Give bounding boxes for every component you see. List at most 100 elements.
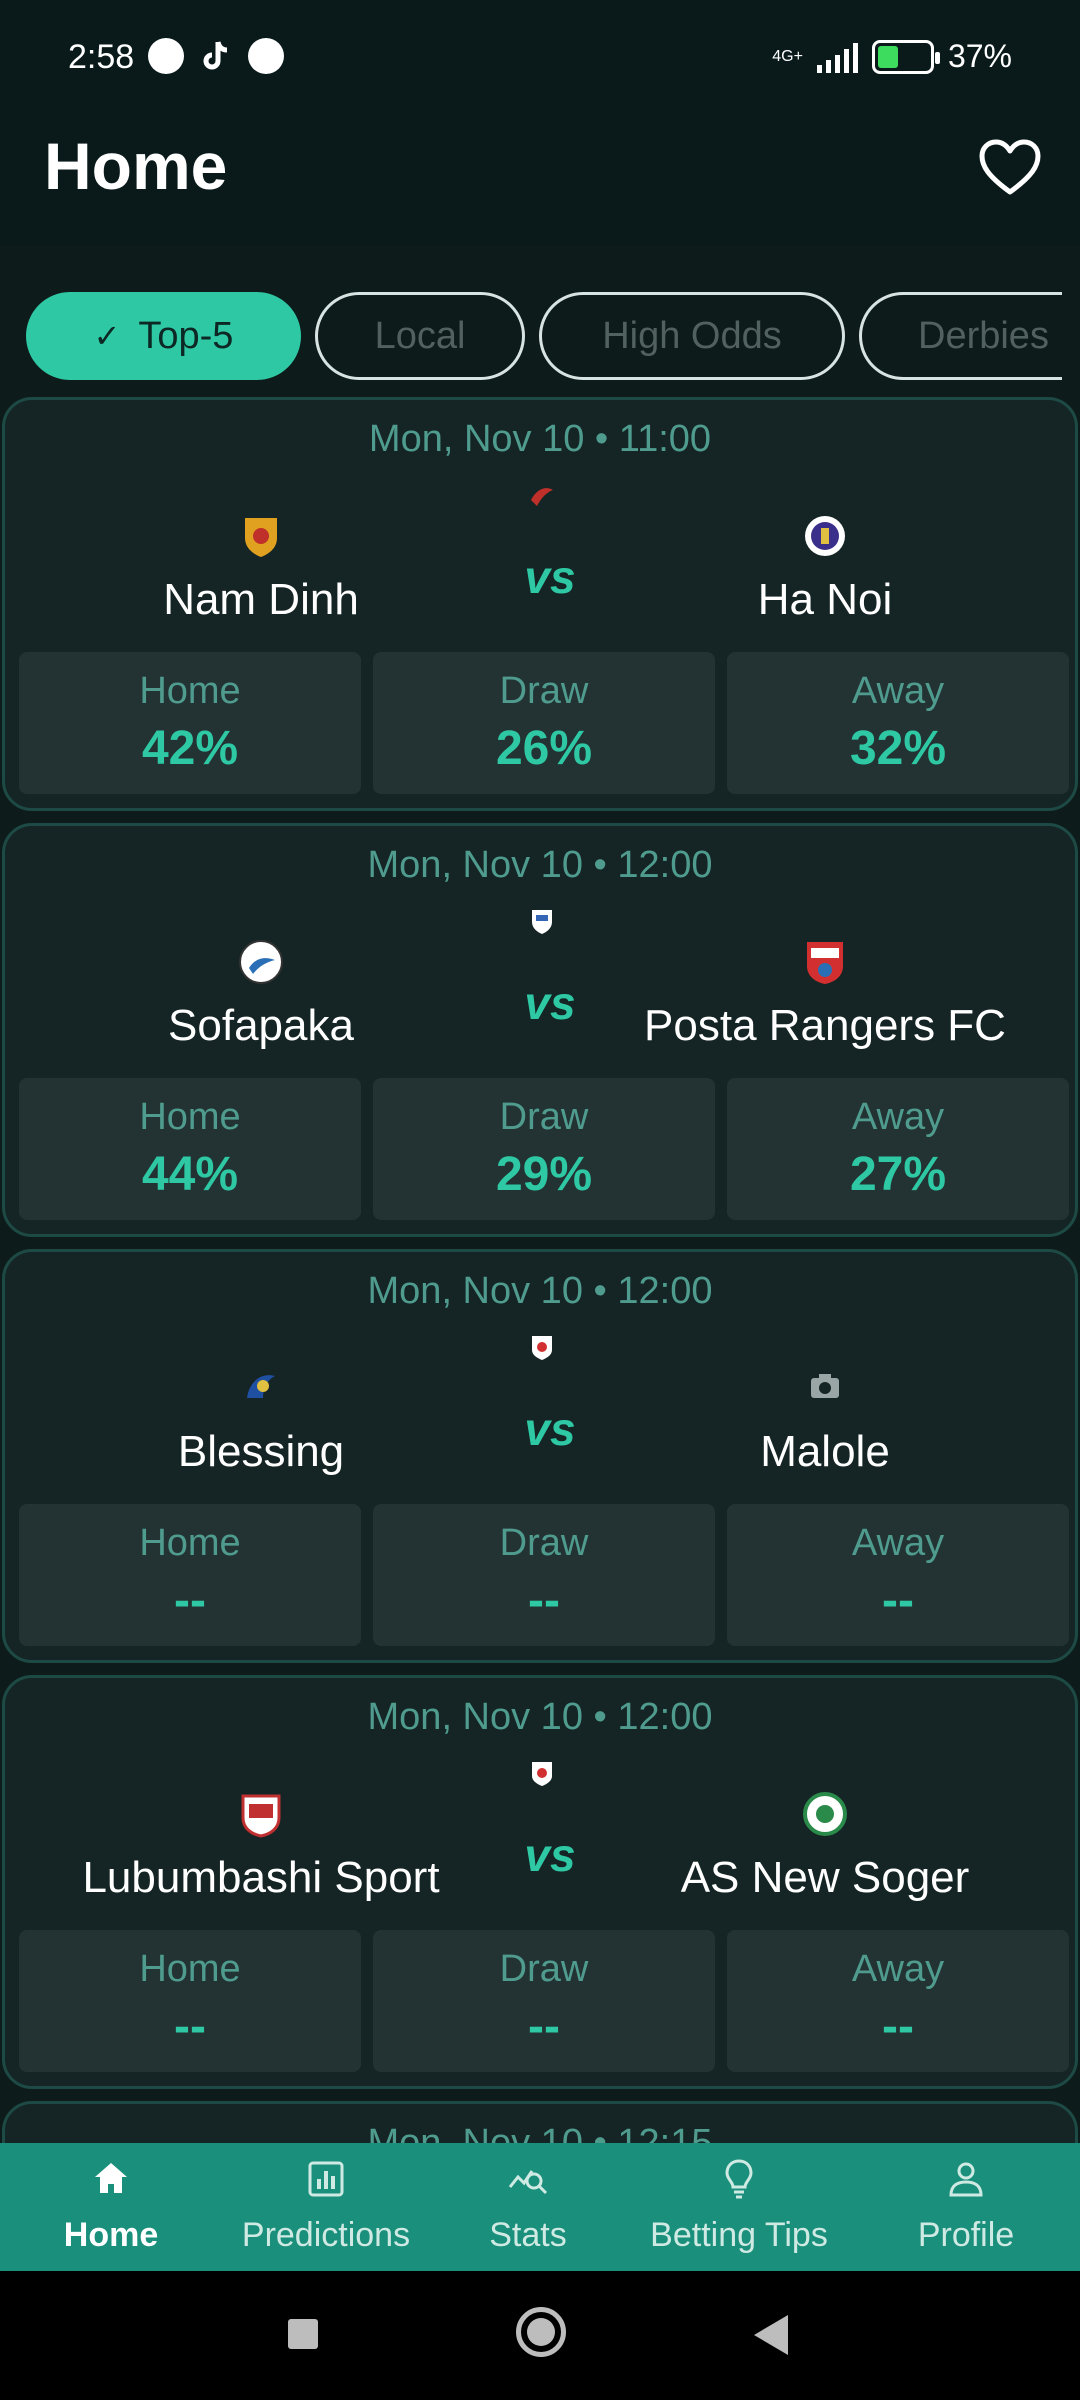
team-crest-icon (239, 940, 283, 984)
home-team[interactable]: Nam Dinh (11, 512, 511, 625)
odds-row: Home 44% Draw 29% Away 27% (19, 1078, 1069, 1220)
home-odds-box[interactable]: Home -- (19, 1504, 361, 1646)
nav-betting-tips[interactable]: Betting Tips (626, 2143, 852, 2271)
draw-percent: -- (528, 2000, 560, 2053)
battery-icon (871, 39, 940, 74)
league-logo-icon (532, 910, 552, 934)
network-type: 4G+ (772, 47, 803, 65)
vs-label: vs (524, 551, 576, 603)
away-team-name: Ha Noi (757, 575, 893, 624)
match-card[interactable]: Mon, Nov 10 • 12:00 Blessing vs Malole H… (2, 1249, 1078, 1663)
draw-percent: 29% (495, 1148, 593, 1201)
match-card[interactable]: Mon, Nov 10 • 12:15 (2, 2101, 1078, 2143)
vs-label: vs (524, 1829, 576, 1881)
match-card[interactable]: Mon, Nov 10 • 12:00 Sofapaka vs Posta Ra… (2, 823, 1078, 1237)
chip-top-5[interactable]: ✓ Top-5 (26, 292, 301, 380)
away-win-percent: -- (882, 1574, 914, 1627)
away-odds-box[interactable]: Away 32% (727, 652, 1069, 794)
match-date: Mon, Nov 10 • 12:00 (367, 1270, 713, 1312)
home-team[interactable]: Lubumbashi Sport (11, 1790, 511, 1903)
notification-icons (148, 38, 284, 74)
draw-odds-box[interactable]: Draw 29% (373, 1078, 715, 1220)
away-team-name: Malole (760, 1427, 890, 1476)
away-team-name: Posta Rangers FC (644, 1001, 1006, 1050)
nav-predictions[interactable]: Predictions (222, 2143, 430, 2271)
team-crest-icon (245, 518, 277, 557)
team-crest-icon (805, 516, 845, 556)
recents-button[interactable] (288, 2319, 318, 2349)
vs-label: vs (524, 977, 576, 1029)
favorites-heart-icon[interactable] (978, 138, 1042, 198)
home-team-name: Sofapaka (168, 1001, 354, 1050)
home-system-button[interactable] (516, 2307, 566, 2357)
app-header: 2:58 4G+ 37% Home (0, 0, 1080, 245)
home-icon (95, 2163, 127, 2193)
draw-odds-box[interactable]: Draw 26% (373, 652, 715, 794)
status-time: 2:58 (68, 38, 135, 76)
away-team-name: AS New Soger (680, 1853, 970, 1902)
chip-local[interactable]: Local (315, 292, 525, 380)
home-win-percent: 42% (141, 722, 239, 775)
bar-chart-icon (308, 2161, 344, 2197)
draw-percent: 26% (495, 722, 593, 775)
chip-high-odds[interactable]: High Odds (539, 292, 845, 380)
page-title: Home (44, 129, 228, 203)
battery-percent: 37% (947, 38, 1012, 74)
match-date: Mon, Nov 10 • 12:00 (367, 844, 713, 886)
filter-chips: ✓ Top-5 Local High Odds Derbies (26, 292, 1062, 380)
home-win-percent: -- (174, 2000, 206, 2053)
draw-odds-box[interactable]: Draw -- (373, 1930, 715, 2072)
stats-search-icon (508, 2170, 548, 2195)
app-notification-icon (248, 38, 284, 74)
team-crest-icon (807, 942, 843, 984)
draw-odds-box[interactable]: Draw -- (373, 1504, 715, 1646)
home-win-percent: -- (174, 1574, 206, 1627)
away-team[interactable]: AS New Soger (575, 1790, 1075, 1903)
home-team-name: Lubumbashi Sport (82, 1853, 440, 1902)
back-button[interactable] (754, 2315, 788, 2355)
away-team[interactable]: Malole (575, 1364, 1075, 1477)
nav-home[interactable]: Home (0, 2143, 222, 2271)
match-card[interactable]: Mon, Nov 10 • 12:00 Lubumbashi Sport vs … (2, 1675, 1078, 2089)
signal-icon (816, 41, 858, 73)
bottom-navigation: Home Predictions Stats Betting Tips Prof… (0, 2143, 1080, 2271)
home-team[interactable]: Sofapaka (11, 938, 511, 1051)
away-odds-box[interactable]: Away 27% (727, 1078, 1069, 1220)
person-icon (949, 2162, 983, 2197)
home-team[interactable]: Blessing (11, 1364, 511, 1477)
home-odds-box[interactable]: Home -- (19, 1930, 361, 2072)
nav-profile[interactable]: Profile (852, 2143, 1080, 2271)
team-crest-icon (241, 1794, 281, 1838)
match-date: Mon, Nov 10 • 11:00 (368, 418, 712, 460)
matches-list: Mon, Nov 10 • 11:00 Nam Dinh vs Ha Noi H… (0, 395, 1080, 2143)
lightbulb-icon (725, 2159, 753, 2199)
away-odds-box[interactable]: Away -- (727, 1504, 1069, 1646)
league-logo-icon (531, 488, 553, 506)
match-card[interactable]: Mon, Nov 10 • 11:00 Nam Dinh vs Ha Noi H… (2, 397, 1078, 811)
away-win-percent: 32% (849, 722, 947, 775)
away-odds-box[interactable]: Away -- (727, 1930, 1069, 2072)
away-team[interactable]: Posta Rangers FC (575, 938, 1075, 1051)
home-odds-box[interactable]: Home 42% (19, 652, 361, 794)
home-win-percent: 44% (141, 1148, 239, 1201)
away-win-percent: -- (882, 2000, 914, 2053)
nav-stats[interactable]: Stats (430, 2143, 626, 2271)
match-date: Mon, Nov 10 • 12:15 (367, 2122, 713, 2143)
tiktok-icon (198, 38, 234, 74)
check-icon: ✓ (93, 318, 121, 354)
app-notification-icon (148, 38, 184, 74)
home-odds-box[interactable]: Home 44% (19, 1078, 361, 1220)
status-right: 4G+ 37% (772, 38, 1012, 75)
odds-row: Home -- Draw -- Away -- (19, 1504, 1069, 1646)
status-bar: 2:58 4G+ 37% (0, 0, 1080, 118)
league-logo-icon (532, 1336, 552, 1360)
odds-row: Home 42% Draw 26% Away 32% (19, 652, 1069, 794)
chip-derbies[interactable]: Derbies (859, 292, 1062, 380)
away-team[interactable]: Ha Noi (575, 512, 1075, 625)
away-win-percent: 27% (849, 1148, 947, 1201)
team-crest-icon (247, 1375, 275, 1398)
draw-percent: -- (528, 1574, 560, 1627)
system-navigation-bar (0, 2271, 1080, 2400)
vs-label: vs (524, 1403, 576, 1455)
team-crest-icon (803, 1792, 847, 1836)
